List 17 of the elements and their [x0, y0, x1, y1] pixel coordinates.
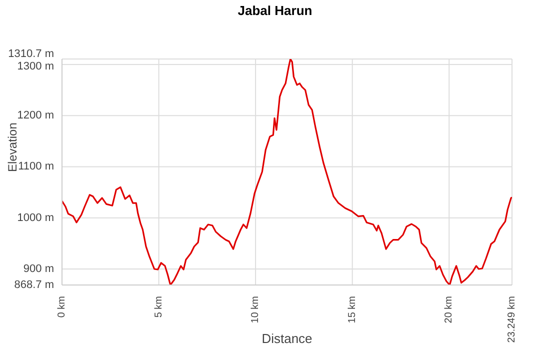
- y-tick-label: 868.7 m: [14, 279, 54, 291]
- y-tick-label: 900 m: [23, 262, 54, 275]
- x-tick-label: 0 km: [56, 296, 68, 318]
- y-tick-label: 1100 m: [18, 160, 54, 173]
- y-tick-label: 1300 m: [17, 60, 54, 72]
- x-tick-label: 10 km: [250, 296, 262, 324]
- x-tick-label: 15 km: [346, 296, 358, 324]
- y-tick-label: 1310.7 m: [8, 48, 54, 60]
- y-axis-title: Elevation: [5, 122, 20, 172]
- x-tick-label: 20 km: [444, 296, 455, 324]
- x-axis-title: Distance: [262, 331, 312, 346]
- line-series: [62, 59, 512, 285]
- chart-title: Jabal Harun: [236, 3, 314, 18]
- x-tick-label: 5 km: [153, 296, 164, 318]
- y-tick-label: 1200 m: [17, 110, 54, 122]
- x-tick-label: 23.249 km: [506, 296, 518, 343]
- y-tick-label: 1000 m: [17, 212, 54, 224]
